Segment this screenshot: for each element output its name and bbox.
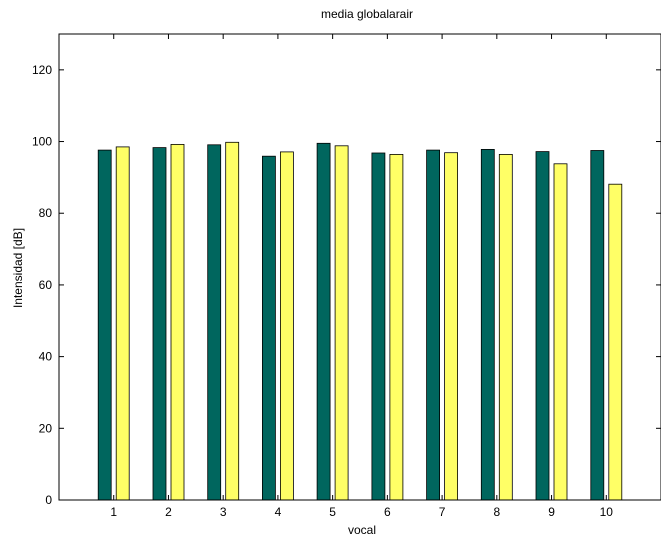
bar-series1-vocal-5 [316, 142, 331, 501]
x-tick-label: 8 [493, 505, 500, 519]
y-tick-label: 60 [39, 278, 53, 292]
x-tick-label: 7 [439, 505, 446, 519]
x-tick-label: 10 [600, 505, 614, 519]
x-tick-label: 4 [275, 505, 282, 519]
bar-series2-vocal-3 [225, 141, 240, 501]
x-axis-label: vocal [348, 523, 376, 537]
bar-series1-vocal-10 [590, 150, 605, 501]
bar-series1-vocal-2 [152, 147, 167, 501]
bar-series1-vocal-6 [371, 152, 386, 501]
bar-series2-vocal-9 [553, 163, 568, 501]
bars-group [97, 141, 623, 501]
bar-series2-vocal-1 [115, 146, 130, 501]
bar-series1-vocal-8 [480, 148, 495, 501]
bar-series1-vocal-1 [97, 149, 112, 501]
bar-series1-vocal-3 [207, 144, 222, 501]
bar-series1-vocal-4 [261, 155, 276, 501]
y-tick-label: 20 [39, 421, 53, 435]
y-axis-label: Intensidad [dB] [11, 228, 25, 308]
y-tick-label: 100 [32, 135, 52, 149]
y-tick-label: 120 [32, 63, 52, 77]
x-tick-label: 2 [165, 505, 172, 519]
x-tick-label: 1 [110, 505, 117, 519]
bar-series2-vocal-5 [334, 145, 349, 501]
bar-series2-vocal-2 [170, 143, 185, 501]
bar-series1-vocal-9 [535, 151, 550, 501]
ticks-group: 0 20 40 60 80 100 120 1 2 3 4 5 6 7 8 9 10 [32, 34, 661, 519]
bar-series2-vocal-10 [608, 183, 623, 501]
x-tick-label: 9 [548, 505, 555, 519]
x-tick-label: 3 [220, 505, 227, 519]
bar-series2-vocal-4 [279, 151, 294, 501]
bar-series2-vocal-6 [389, 153, 404, 501]
x-tick-label: 6 [384, 505, 391, 519]
bar-series2-vocal-8 [498, 153, 513, 501]
bar-series2-vocal-7 [444, 152, 459, 501]
chart-title: media globalarair [321, 7, 413, 21]
y-tick-label: 0 [45, 493, 52, 507]
plot-frame [58, 33, 661, 501]
bar-series1-vocal-7 [426, 149, 441, 501]
y-tick-label: 80 [39, 206, 53, 220]
x-tick-label: 5 [329, 505, 336, 519]
y-tick-label: 40 [39, 350, 53, 364]
